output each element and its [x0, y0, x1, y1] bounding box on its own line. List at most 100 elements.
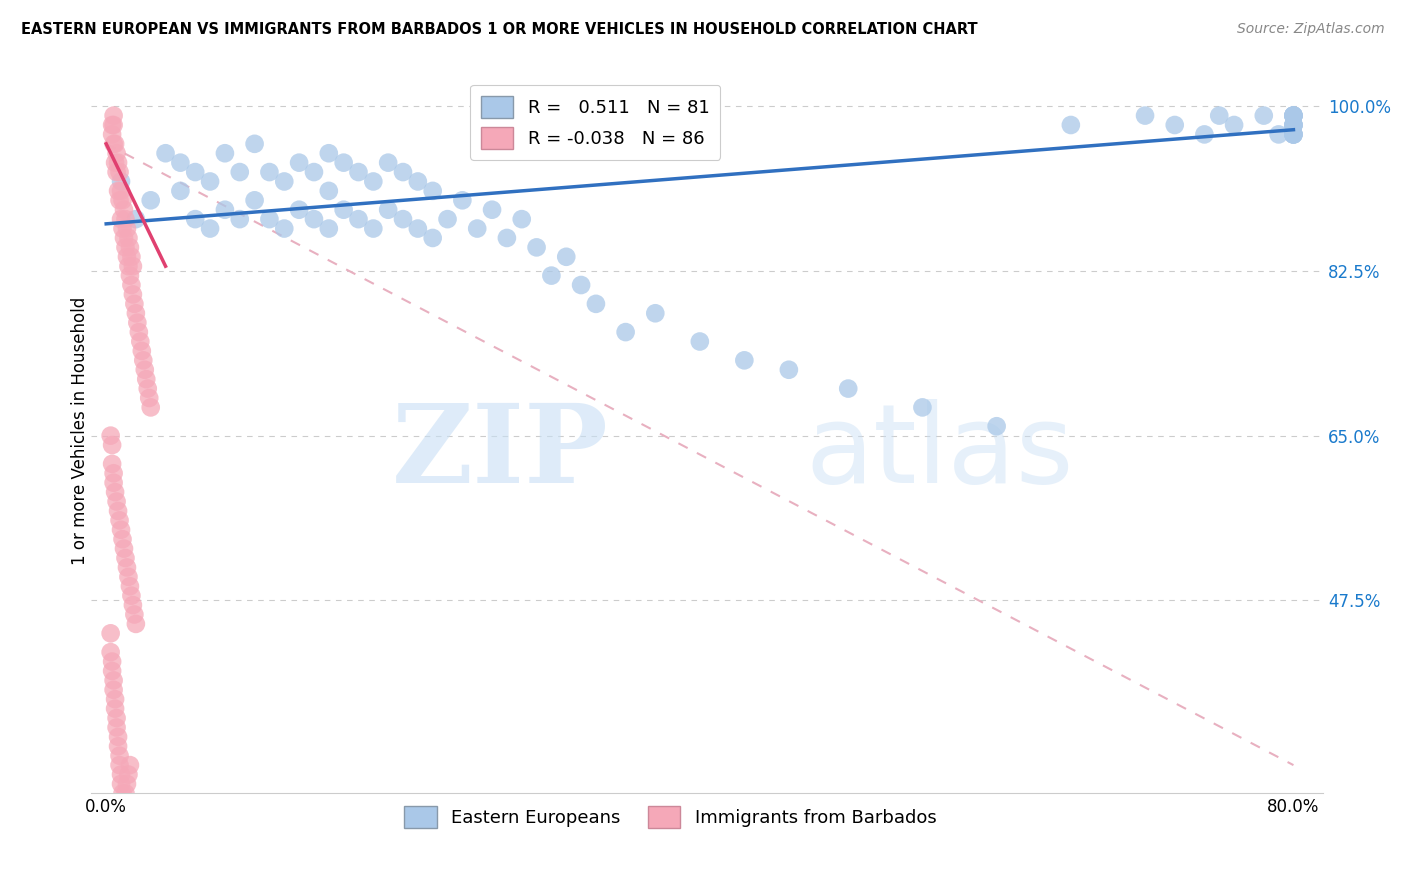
Point: [302, 165, 325, 179]
Point: [101, 655, 124, 669]
Point: [112, 805, 135, 820]
Point: [115, 560, 138, 574]
Text: ZIP: ZIP: [392, 400, 609, 506]
Point: [135, 372, 157, 386]
Point: [198, 221, 221, 235]
Point: [118, 579, 141, 593]
Point: [120, 278, 142, 293]
Point: [128, 325, 150, 339]
Point: [288, 155, 311, 169]
Point: [614, 325, 637, 339]
Point: [392, 212, 415, 227]
Point: [114, 240, 136, 254]
Point: [110, 777, 132, 791]
Point: [110, 523, 132, 537]
Point: [1282, 128, 1305, 142]
Point: [302, 212, 325, 227]
Point: [104, 155, 127, 169]
Point: [1282, 109, 1305, 123]
Point: [127, 316, 149, 330]
Point: [108, 758, 131, 772]
Point: [108, 513, 131, 527]
Point: [184, 212, 207, 227]
Point: [114, 786, 136, 800]
Point: [100, 645, 122, 659]
Point: [243, 136, 266, 151]
Point: [104, 701, 127, 715]
Point: [318, 184, 340, 198]
Point: [122, 259, 145, 273]
Point: [100, 428, 122, 442]
Point: [132, 353, 155, 368]
Point: [107, 184, 129, 198]
Point: [1282, 118, 1305, 132]
Point: [1208, 109, 1230, 123]
Point: [1194, 128, 1216, 142]
Point: [837, 382, 859, 396]
Point: [406, 221, 429, 235]
Point: [115, 250, 138, 264]
Point: [110, 212, 132, 227]
Point: [510, 212, 533, 227]
Y-axis label: 1 or more Vehicles in Household: 1 or more Vehicles in Household: [72, 297, 89, 565]
Text: atlas: atlas: [806, 400, 1074, 506]
Point: [111, 221, 134, 235]
Point: [229, 212, 252, 227]
Point: [112, 231, 135, 245]
Point: [124, 297, 146, 311]
Point: [103, 118, 125, 132]
Point: [347, 165, 370, 179]
Point: [117, 259, 139, 273]
Point: [377, 155, 399, 169]
Point: [111, 532, 134, 546]
Point: [986, 419, 1008, 434]
Point: [1282, 118, 1305, 132]
Point: [103, 673, 125, 688]
Point: [111, 194, 134, 208]
Point: [104, 485, 127, 500]
Point: [103, 136, 125, 151]
Point: [112, 541, 135, 556]
Point: [134, 363, 156, 377]
Point: [114, 551, 136, 566]
Point: [120, 250, 142, 264]
Point: [273, 174, 295, 188]
Point: [259, 212, 281, 227]
Point: [318, 146, 340, 161]
Point: [526, 240, 548, 254]
Point: [105, 165, 128, 179]
Point: [422, 231, 444, 245]
Point: [125, 212, 148, 227]
Point: [118, 758, 141, 772]
Point: [108, 748, 131, 763]
Point: [117, 231, 139, 245]
Point: [105, 711, 128, 725]
Point: [100, 626, 122, 640]
Point: [110, 184, 132, 198]
Point: [129, 334, 152, 349]
Point: [111, 796, 134, 810]
Point: [139, 194, 162, 208]
Point: [1282, 109, 1305, 123]
Point: [585, 297, 607, 311]
Point: [1060, 118, 1083, 132]
Point: [259, 165, 281, 179]
Text: Source: ZipAtlas.com: Source: ZipAtlas.com: [1237, 22, 1385, 37]
Point: [107, 730, 129, 744]
Point: [555, 250, 578, 264]
Point: [118, 240, 141, 254]
Point: [229, 165, 252, 179]
Point: [392, 165, 415, 179]
Point: [733, 353, 755, 368]
Point: [169, 184, 191, 198]
Point: [288, 202, 311, 217]
Point: [496, 231, 519, 245]
Point: [1282, 128, 1305, 142]
Point: [778, 363, 800, 377]
Point: [115, 221, 138, 235]
Point: [105, 721, 128, 735]
Point: [112, 202, 135, 217]
Point: [101, 457, 124, 471]
Point: [105, 146, 128, 161]
Point: [114, 212, 136, 227]
